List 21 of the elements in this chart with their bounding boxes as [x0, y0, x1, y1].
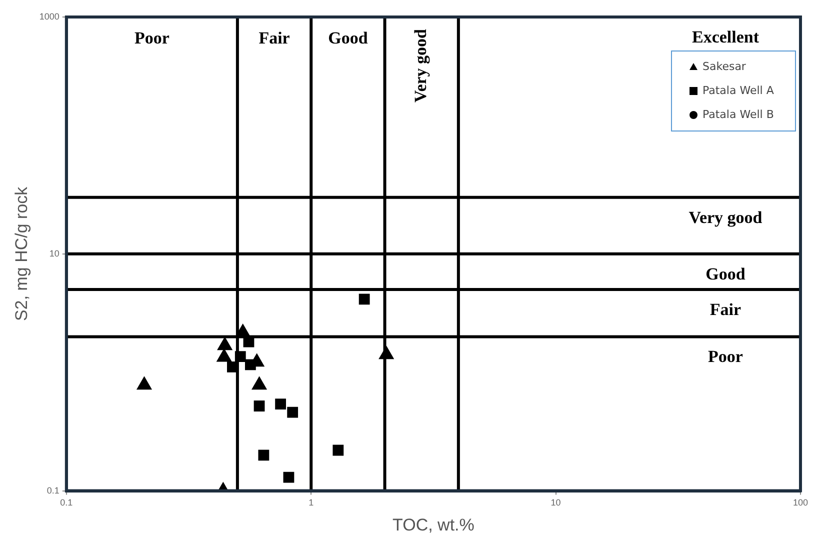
x-tick-label: 1	[308, 498, 314, 508]
legend-label: Patala Well A	[702, 84, 774, 97]
x-axis-title: TOC, wt.%	[392, 515, 474, 534]
annotation: Very good	[410, 28, 430, 103]
annotation: Fair	[710, 300, 742, 319]
x-tick-label: 100	[792, 498, 808, 508]
annotation: Good	[706, 264, 746, 284]
y-axis-title: S2, mg HC/g rock	[12, 186, 31, 321]
annotation: Poor	[134, 28, 170, 48]
x-tick-label: 10	[550, 498, 561, 508]
x-tick-label: 0.1	[60, 498, 73, 508]
y-tick-label: 0.1	[46, 485, 60, 496]
legend-label: Sakesar	[702, 60, 746, 73]
annotation: Fair	[258, 28, 290, 48]
annotation: Very good	[688, 208, 763, 227]
annotation: Excellent	[692, 27, 760, 46]
annotation: Good	[328, 28, 368, 48]
legend-label: Patala Well B	[702, 108, 774, 121]
y-tick-label: 10	[49, 248, 60, 258]
annotation: Poor	[708, 347, 744, 366]
y-tick-label: 1000	[39, 11, 60, 22]
